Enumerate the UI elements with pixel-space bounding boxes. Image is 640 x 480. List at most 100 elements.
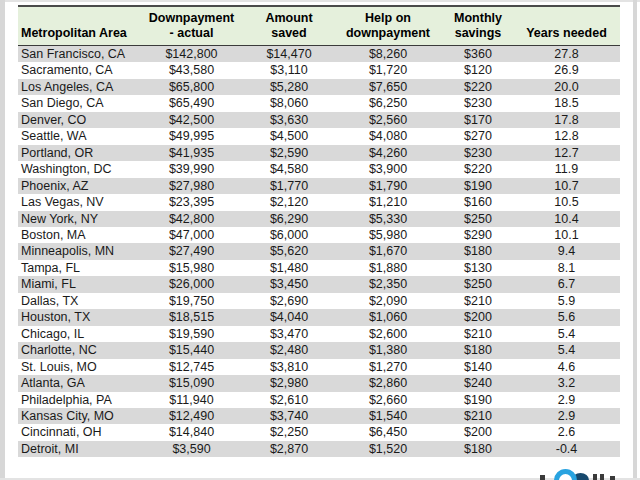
cell-amount_saved: $14,470 bbox=[245, 46, 333, 63]
header-line2: downpayment bbox=[335, 26, 441, 41]
cell-monthly_savings: $190 bbox=[443, 392, 513, 408]
header-monthly-savings: Monthly savings bbox=[443, 6, 513, 46]
cell-downpayment_actual: $142,800 bbox=[138, 46, 245, 63]
table-row: Boston, MA$47,000$6,000$5,980$29010.1 bbox=[18, 227, 620, 243]
cell-help_on_downpayment: $7,650 bbox=[333, 79, 443, 95]
cell-years_needed: -0.4 bbox=[513, 441, 620, 457]
cell-help_on_downpayment: $2,860 bbox=[333, 375, 443, 391]
cell-help_on_downpayment: $4,080 bbox=[333, 128, 443, 144]
cell-amount_saved: $4,500 bbox=[245, 128, 333, 144]
cell-amount_saved: $2,480 bbox=[245, 342, 333, 358]
cell-help_on_downpayment: $2,560 bbox=[333, 112, 443, 128]
cell-downpayment_actual: $39,990 bbox=[138, 161, 245, 177]
cell-amount_saved: $4,580 bbox=[245, 161, 333, 177]
table-row: Detroit, MI$3,590$2,870$1,520$180-0.4 bbox=[18, 441, 620, 457]
header-line2: - actual bbox=[140, 26, 243, 41]
cell-downpayment_actual: $47,000 bbox=[138, 227, 245, 243]
table-row: St. Louis, MO$12,745$3,810$1,270$1404.6 bbox=[18, 359, 620, 375]
cell-years_needed: 5.6 bbox=[513, 309, 620, 325]
cell-metro: Detroit, MI bbox=[18, 441, 138, 457]
cell-metro: Chicago, IL bbox=[18, 326, 138, 342]
cell-amount_saved: $5,620 bbox=[245, 243, 333, 259]
cell-metro: Charlotte, NC bbox=[18, 342, 138, 358]
header-amount-saved: Amount saved bbox=[245, 6, 333, 46]
cell-monthly_savings: $190 bbox=[443, 178, 513, 194]
logo-letter-fragment bbox=[540, 475, 545, 480]
cell-help_on_downpayment: $1,720 bbox=[333, 62, 443, 78]
cell-downpayment_actual: $42,800 bbox=[138, 211, 245, 227]
cell-downpayment_actual: $43,580 bbox=[138, 62, 245, 78]
cell-amount_saved: $2,870 bbox=[245, 441, 333, 457]
cell-years_needed: 10.4 bbox=[513, 211, 620, 227]
header-metropolitan-area: Metropolitan Area bbox=[18, 6, 138, 46]
cell-monthly_savings: $220 bbox=[443, 79, 513, 95]
cell-downpayment_actual: $42,500 bbox=[138, 112, 245, 128]
cell-monthly_savings: $180 bbox=[443, 441, 513, 457]
cell-monthly_savings: $170 bbox=[443, 112, 513, 128]
header-line1: Monthly bbox=[445, 11, 511, 26]
cell-years_needed: 2.9 bbox=[513, 408, 620, 424]
cell-years_needed: 11.9 bbox=[513, 161, 620, 177]
logo-letter-fragment bbox=[593, 474, 597, 480]
cell-metro: Minneapolis, MN bbox=[18, 243, 138, 259]
table-row: Chicago, IL$19,590$3,470$2,600$2105.4 bbox=[18, 326, 620, 342]
cell-monthly_savings: $200 bbox=[443, 424, 513, 440]
metro-downpayment-table-wrap: Metropolitan Area Downpayment - actual A… bbox=[18, 5, 620, 457]
frame-right bbox=[633, 0, 637, 480]
cell-downpayment_actual: $15,090 bbox=[138, 375, 245, 391]
cell-amount_saved: $1,480 bbox=[245, 260, 333, 276]
cell-downpayment_actual: $41,935 bbox=[138, 145, 245, 161]
table-row: Sacramento, CA$43,580$3,110$1,720$12026.… bbox=[18, 62, 620, 78]
table-row: Portland, OR$41,935$2,590$4,260$23012.7 bbox=[18, 145, 620, 161]
cell-help_on_downpayment: $2,600 bbox=[333, 326, 443, 342]
cell-amount_saved: $2,590 bbox=[245, 145, 333, 161]
table-row: Tampa, FL$15,980$1,480$1,880$1308.1 bbox=[18, 260, 620, 276]
cell-years_needed: 6.7 bbox=[513, 276, 620, 292]
cell-monthly_savings: $200 bbox=[443, 309, 513, 325]
cell-metro: Boston, MA bbox=[18, 227, 138, 243]
cell-amount_saved: $5,280 bbox=[245, 79, 333, 95]
cell-years_needed: 10.5 bbox=[513, 194, 620, 210]
cell-help_on_downpayment: $6,250 bbox=[333, 95, 443, 111]
cell-amount_saved: $2,610 bbox=[245, 392, 333, 408]
cell-help_on_downpayment: $1,790 bbox=[333, 178, 443, 194]
cell-downpayment_actual: $11,940 bbox=[138, 392, 245, 408]
cell-help_on_downpayment: $5,980 bbox=[333, 227, 443, 243]
cell-downpayment_actual: $19,590 bbox=[138, 326, 245, 342]
header-line2: savings bbox=[445, 26, 511, 41]
cell-monthly_savings: $180 bbox=[443, 243, 513, 259]
cell-years_needed: 10.1 bbox=[513, 227, 620, 243]
cell-downpayment_actual: $15,440 bbox=[138, 342, 245, 358]
cell-metro: Los Angeles, CA bbox=[18, 79, 138, 95]
table-row: Dallas, TX$19,750$2,690$2,090$2105.9 bbox=[18, 293, 620, 309]
cell-help_on_downpayment: $2,660 bbox=[333, 392, 443, 408]
header-line2: Amount saved bbox=[247, 11, 331, 41]
cell-monthly_savings: $230 bbox=[443, 145, 513, 161]
cell-amount_saved: $3,740 bbox=[245, 408, 333, 424]
cell-metro: Portland, OR bbox=[18, 145, 138, 161]
cell-metro: Sacramento, CA bbox=[18, 62, 138, 78]
frame-top bbox=[0, 0, 640, 2]
table-row: Atlanta, GA$15,090$2,980$2,860$2403.2 bbox=[18, 375, 620, 391]
header-help-on-downpayment: Help on downpayment bbox=[333, 6, 443, 46]
cell-help_on_downpayment: $2,350 bbox=[333, 276, 443, 292]
cell-help_on_downpayment: $1,270 bbox=[333, 359, 443, 375]
cell-monthly_savings: $210 bbox=[443, 408, 513, 424]
cell-monthly_savings: $210 bbox=[443, 293, 513, 309]
cell-help_on_downpayment: $1,670 bbox=[333, 243, 443, 259]
cell-amount_saved: $3,470 bbox=[245, 326, 333, 342]
cell-downpayment_actual: $12,745 bbox=[138, 359, 245, 375]
metro-downpayment-table: Metropolitan Area Downpayment - actual A… bbox=[18, 5, 620, 457]
table-body: San Francisco, CA$142,800$14,470$8,260$3… bbox=[18, 46, 620, 458]
cell-metro: Seattle, WA bbox=[18, 128, 138, 144]
cell-years_needed: 20.0 bbox=[513, 79, 620, 95]
table-row: Los Angeles, CA$65,800$5,280$7,650$22020… bbox=[18, 79, 620, 95]
cell-monthly_savings: $250 bbox=[443, 211, 513, 227]
cell-years_needed: 26.9 bbox=[513, 62, 620, 78]
table-row: Philadelphia, PA$11,940$2,610$2,660$1902… bbox=[18, 392, 620, 408]
cell-years_needed: 18.5 bbox=[513, 95, 620, 111]
table-row: Houston, TX$18,515$4,040$1,060$2005.6 bbox=[18, 309, 620, 325]
cell-downpayment_actual: $3,590 bbox=[138, 441, 245, 457]
cell-amount_saved: $2,250 bbox=[245, 424, 333, 440]
table-row: Charlotte, NC$15,440$2,480$1,380$1805.4 bbox=[18, 342, 620, 358]
